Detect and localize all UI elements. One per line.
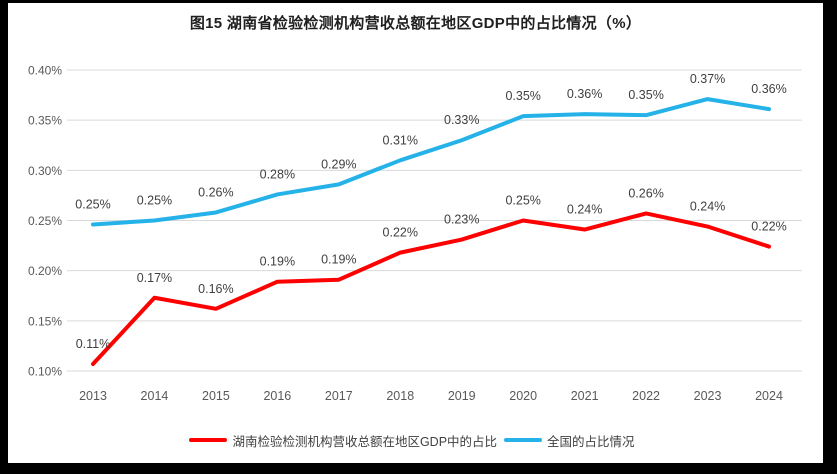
x-axis-year-label: 2015 [202, 389, 230, 403]
x-axis-year-label: 2016 [263, 389, 291, 403]
data-label-hunan: 0.25% [505, 194, 540, 208]
data-label-national: 0.26% [198, 185, 233, 199]
data-label-national: 0.25% [75, 198, 110, 212]
y-axis-tick-label: 0.10% [28, 365, 62, 379]
data-label-national: 0.37% [690, 72, 725, 86]
series-line-national [91, 97, 771, 227]
data-label-hunan: 0.17% [137, 271, 172, 285]
legend-label-national: 全国的占比情况 [547, 434, 635, 449]
x-axis-year-label: 2023 [694, 389, 722, 403]
y-axis-tick-label: 0.35% [28, 114, 62, 128]
data-label-national: 0.36% [751, 82, 786, 96]
series-line-hunan [91, 211, 771, 366]
y-axis-tick-label: 0.20% [28, 264, 62, 278]
data-label-national: 0.31% [383, 133, 418, 147]
data-label-hunan: 0.23% [444, 213, 479, 227]
data-label-national: 0.36% [567, 87, 602, 101]
data-label-national: 0.28% [260, 167, 295, 181]
x-axis-year-label: 2022 [632, 389, 660, 403]
data-label-hunan: 0.11% [76, 337, 111, 351]
data-label-national: 0.33% [444, 113, 479, 127]
data-label-hunan: 0.22% [751, 220, 786, 234]
x-axis-year-label: 2014 [141, 389, 169, 403]
y-axis-tick-label: 0.15% [28, 314, 62, 328]
y-axis-tick-label: 0.30% [28, 164, 62, 178]
x-axis-year-label: 2017 [325, 389, 353, 403]
data-label-hunan: 0.22% [383, 226, 418, 240]
data-label-hunan: 0.24% [567, 203, 602, 217]
x-axis-year-label: 2018 [386, 389, 414, 403]
data-label-national: 0.25% [137, 194, 172, 208]
legend-swatch-hunan-line [189, 438, 228, 442]
x-axis-year-label: 2024 [755, 389, 783, 403]
data-label-hunan: 0.24% [690, 200, 725, 214]
y-axis-tick-label: 0.25% [28, 214, 62, 228]
data-label-national: 0.35% [505, 89, 540, 103]
chart-panel: 图15 湖南省检验检测机构营收总额在地区GDP中的占比情况（%） 0.40% 0.… [8, 3, 823, 463]
chart-title: 图15 湖南省检验检测机构营收总额在地区GDP中的占比情况（%） [189, 15, 642, 32]
chart-plot-area: 0.40% 0.35% 0.30% 0.25% 0.20% 0.15% 0.10% 2013 2… [28, 64, 802, 403]
data-label-national: 0.29% [321, 157, 356, 171]
x-axis-year-label: 2019 [448, 389, 476, 403]
data-label-hunan: 0.16% [198, 282, 233, 296]
legend: 湖南检验检测机构营收总额在地区GDP中的占比 全国的占比情况 [8, 429, 823, 451]
legend-label-hunan: 湖南检验检测机构营收总额在地区GDP中的占比 [232, 434, 498, 449]
x-axis-year-label: 2021 [571, 389, 599, 403]
data-label-hunan: 0.19% [321, 253, 356, 267]
y-axis-tick-label: 0.40% [28, 64, 62, 78]
x-axis-year-label: 2013 [79, 389, 107, 403]
data-label-hunan: 0.26% [628, 186, 663, 200]
x-axis-year-label: 2020 [509, 389, 537, 403]
data-label-national: 0.35% [628, 88, 663, 102]
legend-swatch-national-line [504, 438, 543, 442]
data-label-hunan: 0.19% [260, 255, 295, 269]
